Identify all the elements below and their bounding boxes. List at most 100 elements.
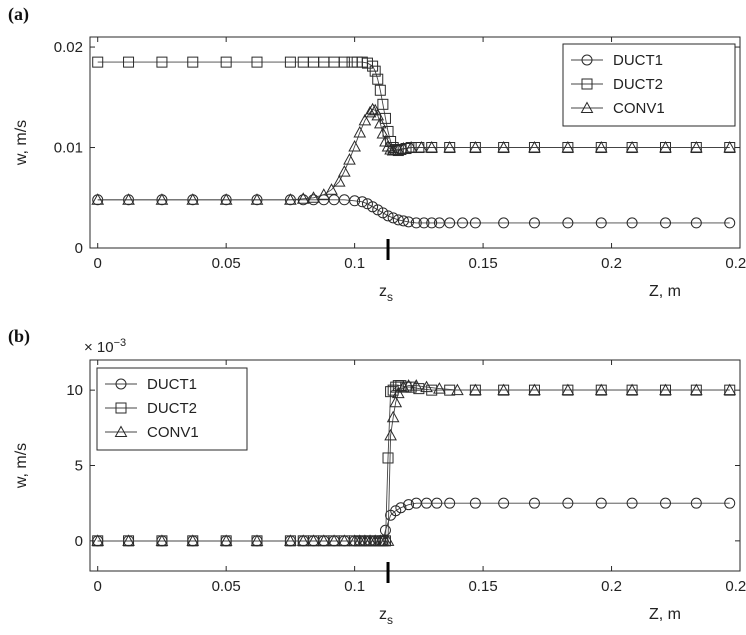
y-tick-label: 0.01 xyxy=(54,140,83,157)
plot-frame xyxy=(89,36,741,249)
data-point-duct2 xyxy=(156,56,168,68)
data-point-conv1 xyxy=(497,383,510,396)
x-tick-label: 0.05 xyxy=(212,578,241,595)
data-point-duct1 xyxy=(457,217,469,229)
x-tick-label: 0.25 xyxy=(725,255,746,272)
data-point-conv1 xyxy=(91,193,105,205)
data-point-duct1 xyxy=(387,212,399,224)
data-point-conv1 xyxy=(91,534,105,546)
data-point-duct1 xyxy=(469,217,481,229)
data-point-duct1 xyxy=(392,214,404,226)
data-point-conv1 xyxy=(332,175,346,187)
data-point-conv1 xyxy=(404,140,418,153)
series-line xyxy=(97,385,730,542)
data-point-duct1 xyxy=(349,195,361,207)
y-tick-label: 0 xyxy=(75,240,83,257)
x-axis-label: Z, m xyxy=(649,283,681,300)
x-tick-label: 0.15 xyxy=(468,255,497,272)
data-point-duct2 xyxy=(382,452,394,464)
data-point-conv1 xyxy=(425,140,439,153)
x-tick-label: 0.2 xyxy=(601,255,622,272)
data-point-conv1 xyxy=(384,428,397,441)
data-point-duct2 xyxy=(92,56,104,68)
data-point-duct1 xyxy=(397,215,409,227)
data-point-duct1 xyxy=(361,198,373,210)
legend: DUCT1 DUCT2 CONV1 xyxy=(96,367,248,451)
data-point-conv1 xyxy=(325,183,338,195)
x-tick-label: 0.2 xyxy=(601,578,622,595)
data-point-conv1 xyxy=(497,140,510,153)
data-point-conv1 xyxy=(594,383,608,396)
data-point-conv1 xyxy=(343,153,356,165)
series-conv1 xyxy=(91,102,737,205)
legend-marker-duct1 xyxy=(581,54,593,66)
y-axis-label: w, m/s xyxy=(13,443,30,489)
data-point-conv1 xyxy=(348,139,361,152)
data-point-conv1 xyxy=(155,193,169,205)
data-point-duct1 xyxy=(595,497,607,509)
data-point-duct2 xyxy=(123,56,135,68)
data-point-conv1 xyxy=(594,140,608,153)
data-point-duct1 xyxy=(595,217,607,229)
data-point-duct1 xyxy=(382,210,394,222)
data-point-conv1 xyxy=(373,116,387,129)
x-tick-label: 0.1 xyxy=(344,255,365,272)
data-point-duct1 xyxy=(403,499,415,511)
data-point-conv1 xyxy=(415,140,428,153)
data-point-conv1 xyxy=(353,125,367,138)
data-point-conv1 xyxy=(358,113,372,126)
x-tick-label: 0.05 xyxy=(212,255,241,272)
x-tick-label: 0 xyxy=(94,578,102,595)
data-point-duct2 xyxy=(338,56,350,68)
legend-label-duct1: DUCT1 xyxy=(613,52,663,69)
data-point-conv1 xyxy=(307,191,320,203)
legend-label-duct1: DUCT1 xyxy=(147,376,197,393)
data-point-conv1 xyxy=(433,382,446,394)
data-point-duct2 xyxy=(374,84,386,96)
data-point-duct1 xyxy=(498,217,510,229)
data-point-duct1 xyxy=(469,497,481,509)
y-exponent-label: × 10−3 xyxy=(84,337,126,356)
data-point-conv1 xyxy=(625,383,639,396)
data-point-conv1 xyxy=(561,140,575,153)
data-point-conv1 xyxy=(250,193,264,205)
legend: DUCT1 DUCT2 CONV1 xyxy=(562,43,736,127)
data-point-conv1 xyxy=(366,102,379,115)
data-point-conv1 xyxy=(186,193,200,205)
data-point-duct1 xyxy=(528,497,540,509)
data-point-conv1 xyxy=(397,380,410,393)
data-point-conv1 xyxy=(371,108,385,121)
data-point-duct2 xyxy=(426,384,438,396)
data-point-conv1 xyxy=(397,141,410,154)
series-conv1 xyxy=(91,379,737,546)
legend-label-duct2: DUCT2 xyxy=(613,76,663,93)
data-point-duct1 xyxy=(367,201,379,213)
data-point-duct1 xyxy=(431,497,443,509)
data-point-conv1 xyxy=(528,140,541,153)
data-point-conv1 xyxy=(386,410,400,423)
data-point-duct2 xyxy=(369,65,381,77)
data-point-duct1 xyxy=(562,497,574,509)
data-point-conv1 xyxy=(561,383,575,396)
data-point-conv1 xyxy=(381,139,395,152)
y-tick-label: 0.02 xyxy=(54,39,83,56)
data-point-conv1 xyxy=(122,534,135,546)
data-point-conv1 xyxy=(443,140,457,153)
data-point-conv1 xyxy=(219,193,233,205)
data-point-conv1 xyxy=(528,383,541,396)
x-tick-label: 0.15 xyxy=(468,578,497,595)
data-point-duct1 xyxy=(626,217,638,229)
data-point-duct1 xyxy=(377,207,389,219)
panel-b: (b) 0 0.05 0.1 0.15 0.2 0.25 0 5 10 w, m/s Z, m zs × … xyxy=(8,326,746,627)
data-point-duct1 xyxy=(395,502,407,514)
legend-marker-conv1 xyxy=(114,425,128,437)
data-point-duct2 xyxy=(187,56,199,68)
data-point-conv1 xyxy=(122,193,135,205)
zs-label: zs xyxy=(379,606,393,627)
data-point-duct1 xyxy=(659,497,671,509)
data-point-conv1 xyxy=(659,140,672,153)
data-point-conv1 xyxy=(723,140,737,153)
legend-label-conv1: CONV1 xyxy=(147,424,199,441)
data-point-duct1 xyxy=(724,497,736,509)
data-point-conv1 xyxy=(381,534,395,546)
